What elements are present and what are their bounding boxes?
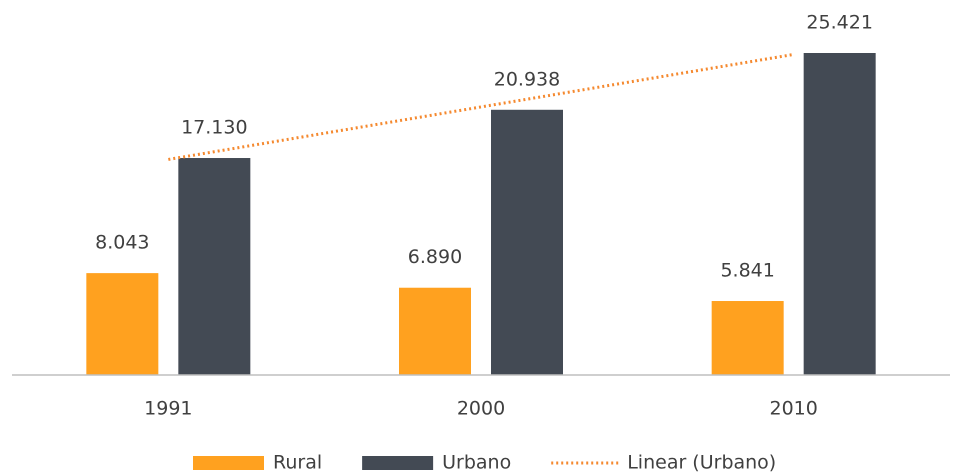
bar [399,287,471,375]
legend-label: Linear (Urbano) [627,452,776,474]
legend-label: Urbano [442,452,511,474]
legend-label: Rural [273,452,322,474]
data-label: 17.130 [181,117,247,139]
legend-swatch [362,456,434,470]
x-tick-label: 2000 [457,398,505,420]
legend-swatch [193,456,264,470]
bar [86,273,159,375]
data-label: 25.421 [806,12,872,34]
bar [711,301,784,375]
data-label: 20.938 [494,68,560,90]
data-label: 5.841 [720,260,774,282]
data-label: 6.890 [408,246,462,268]
x-tick-label: 2010 [769,398,817,420]
bar [803,53,876,375]
trendline [168,52,794,161]
bar [491,109,563,375]
bar [178,158,251,375]
x-tick-label: 1991 [144,398,192,420]
data-label: 8.043 [95,232,149,254]
